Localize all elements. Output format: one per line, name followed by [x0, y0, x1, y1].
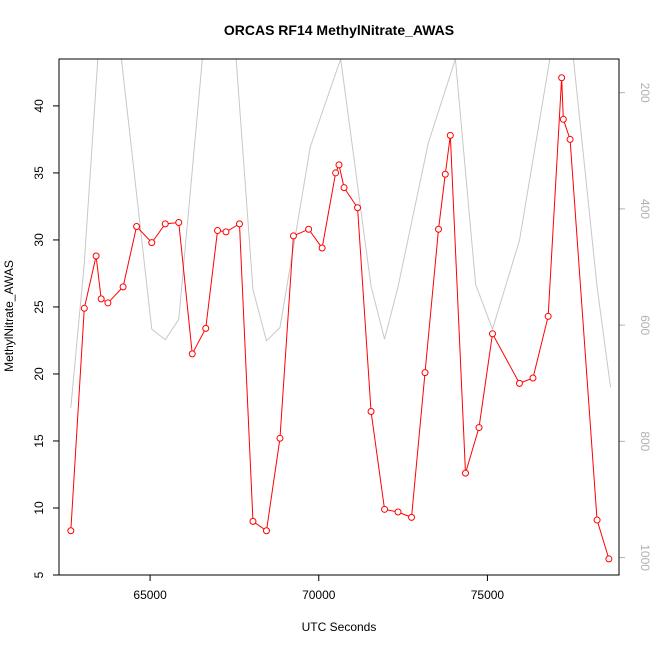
data-point	[214, 227, 222, 235]
data-point	[332, 169, 340, 177]
data-point	[119, 283, 127, 291]
data-point	[340, 184, 348, 192]
data-point	[446, 131, 454, 139]
plot-frame	[58, 58, 620, 576]
data-point	[559, 115, 567, 123]
y2-tick-label: 600	[638, 315, 650, 335]
y2-tick-label: 800	[638, 431, 650, 451]
y-tick-label: 35	[32, 166, 46, 180]
data-point	[605, 555, 613, 563]
data-point	[202, 324, 210, 332]
data-point	[318, 244, 326, 252]
data-point	[558, 74, 566, 82]
chart-title: ORCAS RF14 MethylNitrate_AWAS	[224, 22, 454, 38]
x-tick-label: 65000	[133, 588, 167, 602]
data-point	[408, 513, 416, 521]
data-point	[335, 161, 343, 169]
y-tick-label: 15	[32, 434, 46, 448]
axes: 65000 70000 75000 5 10 15 20 25 30 35 40 200 400 600 8…	[32, 83, 650, 602]
y-tick-label: 25	[32, 300, 46, 314]
data-point	[97, 295, 105, 303]
data-point	[262, 527, 270, 535]
data-point	[421, 369, 429, 377]
data-point	[222, 228, 230, 236]
y-axis-label: MethylNitrate_AWAS	[2, 260, 16, 372]
x-axis-label: UTC Seconds	[302, 620, 377, 634]
data-point	[394, 508, 402, 516]
data-point	[515, 379, 523, 387]
data-point	[544, 312, 552, 320]
data-point	[462, 469, 470, 477]
y-tick-label: 10	[32, 501, 46, 515]
altitude-series	[70, 59, 612, 408]
y-tick-label: 30	[32, 233, 46, 247]
data-point	[305, 225, 313, 233]
y-tick-label: 20	[32, 367, 46, 381]
data-point	[80, 304, 88, 312]
y-tick-label: 40	[32, 99, 46, 113]
data-point	[289, 232, 297, 240]
data-point	[92, 252, 100, 260]
data-point	[133, 223, 141, 231]
data-point	[381, 505, 389, 513]
data-point	[593, 516, 601, 524]
data-point	[354, 204, 362, 212]
data-point	[104, 299, 112, 307]
data-point	[475, 424, 483, 432]
data-point	[566, 135, 574, 143]
methylnitrate-series	[67, 74, 613, 563]
x-tick-label: 70000	[302, 588, 336, 602]
y2-tick-label: 1000	[638, 544, 650, 571]
data-point	[441, 170, 449, 178]
data-point	[175, 219, 183, 227]
data-point	[148, 239, 156, 247]
x-tick-label: 75000	[471, 588, 505, 602]
y-tick-label: 5	[32, 571, 46, 578]
data-point	[67, 527, 75, 535]
series-line	[70, 77, 610, 560]
data-point	[276, 434, 284, 442]
data-point	[435, 225, 443, 233]
altitude-line	[70, 59, 612, 408]
data-point	[367, 407, 375, 415]
data-point	[161, 220, 169, 228]
y2-tick-label: 400	[638, 199, 650, 219]
data-point	[188, 350, 196, 358]
data-point	[488, 330, 496, 338]
data-point	[249, 517, 257, 525]
y2-tick-label: 200	[638, 83, 650, 103]
data-point	[235, 220, 243, 228]
data-point	[529, 374, 537, 382]
